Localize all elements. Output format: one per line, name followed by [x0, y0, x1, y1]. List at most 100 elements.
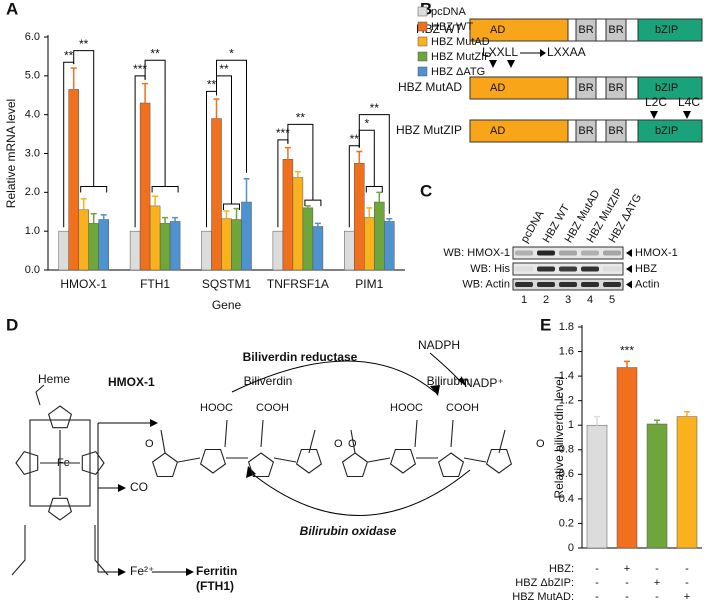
condition-sign: -: [625, 577, 629, 589]
bar: [384, 221, 395, 271]
group-label: HOOC: [390, 402, 423, 414]
x-tick-label: HMOX-1: [60, 277, 107, 291]
ring: [341, 452, 369, 478]
ring: [247, 452, 275, 478]
domain: [637, 76, 703, 100]
bar: [149, 205, 161, 271]
significance-label: **: [79, 37, 89, 51]
condition-label: HBZ ΔbZIP:: [515, 577, 574, 589]
domain: [567, 76, 577, 100]
band-label: Actin: [635, 278, 659, 290]
heme-label: Heme: [38, 372, 70, 386]
band-label: HBZ: [635, 263, 657, 275]
significance-bracket: [287, 123, 322, 207]
band: [515, 250, 533, 256]
enzyme-label: HMOX-1: [108, 375, 155, 389]
ring: [47, 405, 73, 429]
x-tick-label: SQSTM1: [202, 277, 252, 291]
significance-label: **: [219, 62, 229, 76]
blot-strip: [512, 246, 624, 260]
significance-label: **: [296, 111, 306, 125]
error-bar: [70, 67, 77, 90]
group-label: HOOC: [200, 402, 233, 414]
error-bar: [624, 360, 630, 368]
y-tick-label: 0.8: [559, 444, 574, 456]
bond: [11, 384, 109, 576]
arrowhead: [626, 280, 632, 289]
domain-label: BR: [578, 24, 593, 36]
y-tick-label: 2.0: [25, 186, 40, 198]
atom-label: O: [145, 438, 154, 450]
legend-swatch: [417, 66, 428, 77]
domain: [625, 119, 639, 143]
panel-label: D: [6, 315, 18, 334]
bar: [272, 230, 284, 271]
domain-label: AD: [490, 125, 505, 137]
blot-row-label: WB: HMOX-1: [443, 247, 510, 259]
bar: [616, 367, 638, 549]
bar: [302, 207, 314, 271]
error-bar: [152, 195, 159, 206]
bar: [344, 230, 355, 271]
y-tick-label: 1.0: [25, 225, 40, 237]
significance-bracket: [73, 50, 108, 193]
enzyme-label: Biliverdin reductase: [243, 350, 358, 364]
significance-label: **: [350, 132, 360, 146]
construct-label: HBZ WT: [416, 22, 463, 36]
significance-label: ***: [133, 62, 147, 76]
bar: [241, 201, 252, 271]
domain-label: AD: [490, 82, 505, 94]
legend-swatch: [417, 21, 428, 32]
y-tick-label: 1.2: [559, 395, 574, 407]
bar: [221, 218, 232, 271]
domain-label: BR: [578, 125, 593, 137]
site-marker: [683, 111, 691, 119]
band: [559, 266, 577, 272]
bar: [58, 230, 69, 271]
y-tick-label: 1: [568, 419, 574, 431]
arrow: [97, 422, 150, 573]
domain-label: BR: [608, 125, 623, 137]
domain: [469, 119, 569, 143]
motif-label: L4C: [678, 95, 700, 109]
significance-label: *: [229, 46, 234, 60]
error-bar: [100, 214, 107, 220]
condition-sign: -: [625, 591, 629, 603]
site-marker: [507, 60, 515, 68]
domain: [567, 119, 577, 143]
significance-label: **: [207, 78, 217, 92]
legend-label: HBZ MutAD: [431, 36, 490, 48]
y-tick-label: 0.0: [25, 264, 40, 276]
error-bar: [294, 171, 301, 178]
bar: [231, 219, 242, 271]
band: [515, 282, 533, 287]
enzyme-label: Bilirubin oxidase: [300, 524, 397, 538]
ring: [295, 448, 323, 474]
bar: [312, 226, 324, 271]
band: [559, 250, 577, 256]
arrowhead: [150, 419, 158, 427]
bar: [374, 201, 385, 271]
significance-bracket: [216, 59, 247, 173]
significance-label: *: [364, 116, 369, 130]
error-bar: [223, 210, 230, 219]
band: [537, 266, 555, 272]
condition-sign: -: [595, 577, 599, 589]
bar: [586, 424, 608, 549]
band: [581, 282, 599, 287]
significance-label: ***: [620, 344, 634, 358]
product-label: (FTH1): [196, 579, 234, 593]
error-bar: [172, 216, 179, 222]
significance-label: ***: [276, 126, 290, 140]
product-label: Ferritin: [196, 564, 237, 578]
legend-swatch: [417, 51, 428, 62]
lane-number: 1: [521, 294, 527, 306]
motif-label: LXXAA: [547, 45, 586, 59]
band: [603, 282, 621, 287]
error-bar: [376, 191, 383, 203]
domain-label: bZIP: [655, 125, 678, 137]
bar: [201, 230, 212, 271]
x-tick-label: PIM1: [355, 277, 383, 291]
error-bar: [366, 207, 373, 218]
error-bar: [142, 82, 149, 104]
